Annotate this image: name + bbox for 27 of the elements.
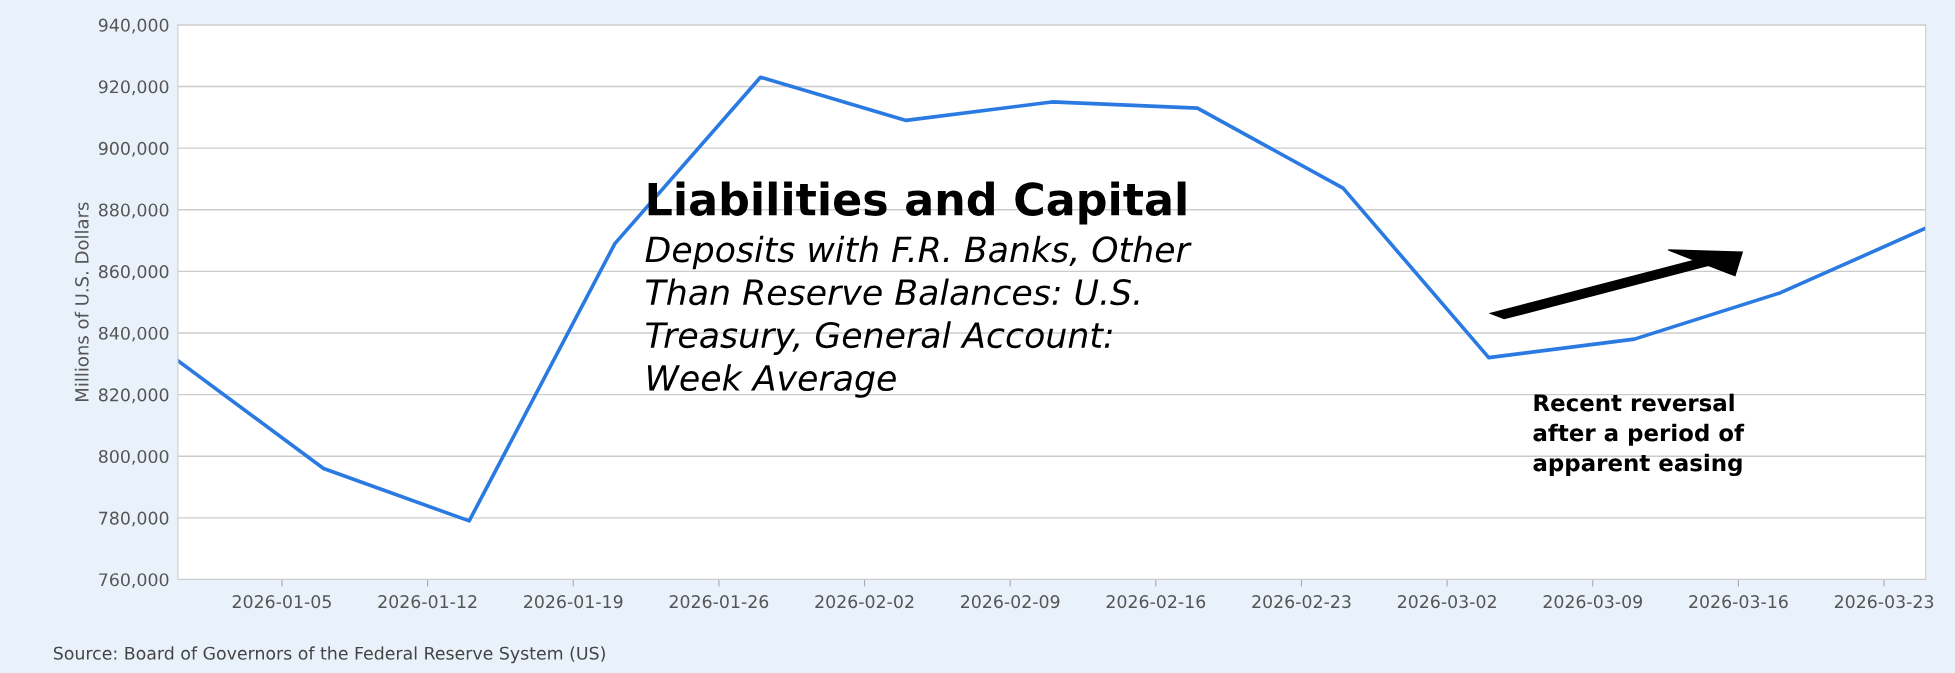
line-series: [177, 75, 1926, 523]
y-tick-label: 800,000: [98, 449, 169, 465]
y-tick-label: 820,000: [98, 388, 169, 404]
x-tick-label: 2026-01-12: [378, 595, 477, 609]
x-tick-label: 2026-02-02: [815, 595, 914, 609]
y-tick-label: 880,000: [98, 203, 169, 219]
x-tick-label: 2026-03-23: [1834, 595, 1934, 609]
x-tick-label: 2026-01-19: [524, 595, 623, 609]
text: Deposits with F.R. Banks, Other Than Reserve Balances: U.S. Treasury, General Account: Week Average: [645, 235, 1192, 398]
y-tick-label: 940,000: [98, 18, 169, 34]
y-tick-label: 780,000: [99, 511, 169, 527]
y-tick-label: 860,000: [98, 265, 169, 280]
x-tick-label: 2026-03-02: [1397, 595, 1496, 609]
x-tick-label: 2026-03-16: [1689, 595, 1788, 609]
x-tick-label: 2026-03-09: [1543, 595, 1642, 609]
x-tick-label: 2026-01-05: [232, 595, 331, 609]
y-tick-label: 900,000: [98, 141, 169, 157]
x-tick-label: 2026-02-16: [1106, 595, 1206, 609]
x-tick-label: 2026-01-26: [669, 595, 769, 609]
y-tick-label: 840,000: [98, 326, 169, 342]
annotation: Recent reversal after a period of apparent easing: [1533, 393, 1745, 477]
y-tick-label: 920,000: [98, 80, 169, 96]
y-tick-label: 760,000: [99, 573, 169, 589]
y-axis-title: Millions of U.S. Dollars: [74, 202, 89, 401]
x-tick-label: 2026-02-23: [1252, 595, 1351, 609]
x-tick-label: 2026-02-09: [961, 595, 1060, 609]
source-note: Source: Board of Governors of the Federal Reserve System (US): [53, 646, 605, 664]
